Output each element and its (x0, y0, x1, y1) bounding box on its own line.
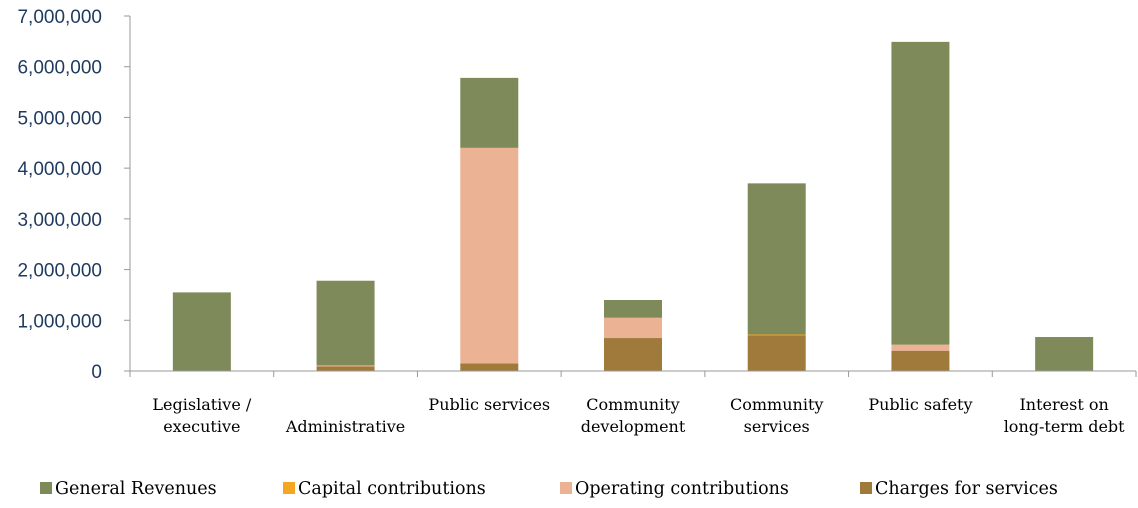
bar-segment (460, 363, 519, 371)
bar-segment (747, 335, 806, 371)
x-category-label-line: Legislative / (152, 395, 251, 414)
bar-segment (316, 366, 375, 371)
x-category-label-line: executive (163, 417, 240, 436)
y-tick-label: 2,000,000 (17, 261, 102, 282)
x-category-label: Community services (730, 395, 823, 436)
x-axis: Legislative / executive Administrative Publ… (129, 370, 1137, 436)
y-tick-label: 3,000,000 (17, 210, 102, 231)
bar-segment (891, 41, 950, 345)
legend: General Revenues Capital contributions Ope… (40, 479, 1058, 499)
x-category-label-line: development (581, 417, 686, 436)
x-category-label: Public safety (868, 395, 972, 414)
bar-segment (891, 344, 950, 351)
y-tick-label: 7,000,000 (17, 7, 102, 28)
legend-swatch (560, 482, 572, 494)
bar-segment (316, 365, 375, 367)
bar-segment (604, 317, 662, 339)
x-category-label-line: Community (586, 395, 679, 414)
legend-swatch (40, 482, 52, 494)
x-category-label-line: Community (730, 395, 823, 414)
x-category-label-line: Interest on (1019, 395, 1108, 414)
x-category-label-line: Administrative (285, 417, 405, 436)
legend-swatch (860, 482, 872, 494)
y-tick-label: 0 (91, 362, 102, 383)
bar-segment (747, 183, 806, 335)
x-category-label: Community development (581, 395, 686, 436)
y-tick-label: 5,000,000 (17, 108, 102, 129)
y-tick-label: 4,000,000 (17, 159, 102, 180)
y-axis: 0 1,000,000 2,000,000 3,000,000 4,000,000 5,0… (17, 7, 131, 383)
legend-swatch (283, 482, 295, 494)
bar-segment (747, 334, 806, 336)
x-category-label-line: services (744, 417, 810, 436)
bars (172, 41, 1094, 371)
legend-label: Operating contributions (575, 479, 789, 499)
bar-segment (891, 350, 950, 371)
bar-segment (460, 77, 519, 148)
y-tick-label: 1,000,000 (17, 311, 102, 332)
bar-segment (316, 280, 375, 366)
bar-segment (172, 292, 231, 371)
bar-segment (1035, 337, 1094, 371)
x-category-label: Legislative / executive (152, 395, 251, 436)
legend-label: Charges for services (875, 479, 1058, 499)
x-category-label: Interest on long-term debt (1004, 395, 1125, 436)
bar-segment (604, 338, 662, 371)
y-tick-label: 6,000,000 (17, 58, 102, 79)
x-category-label: Public services (428, 395, 550, 414)
x-category-label-line: long-term debt (1004, 417, 1125, 436)
x-category-label: Administrative (285, 417, 405, 436)
legend-label: General Revenues (55, 479, 217, 499)
legend-label: Capital contributions (298, 479, 486, 499)
bar-segment (604, 300, 662, 318)
bar-segment (460, 147, 519, 364)
x-category-label-line: Public safety (868, 395, 972, 414)
x-category-label-line: Public services (428, 395, 550, 414)
